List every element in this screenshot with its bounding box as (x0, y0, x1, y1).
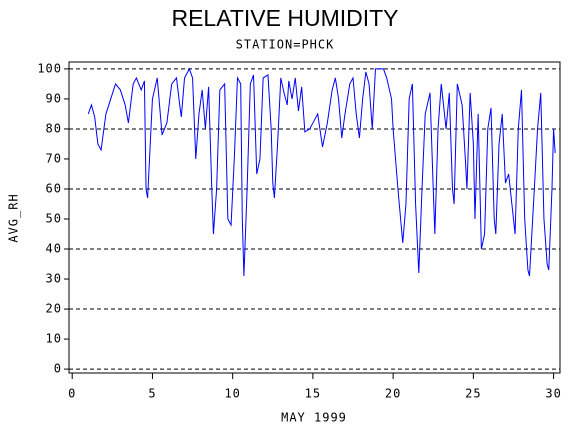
y-axis-label: AVG_RH (7, 193, 21, 242)
y-tick-label: 60 (46, 181, 62, 195)
y-tick-label: 40 (46, 242, 62, 256)
y-tick-label: 50 (46, 212, 62, 226)
x-tick-label: 30 (545, 387, 561, 401)
x-tick-label: 20 (385, 387, 401, 401)
x-tick-label: 5 (148, 387, 156, 401)
chart-title: RELATIVE HUMIDITY (171, 5, 398, 31)
chart-subtitle: STATION=PHCK (236, 38, 335, 52)
x-tick-label: 0 (68, 387, 76, 401)
data-line (87, 67, 556, 277)
y-tick-label: 70 (46, 151, 62, 165)
y-tick-label: 80 (46, 121, 62, 135)
x-tick-label: 25 (465, 387, 481, 401)
y-tick-label: 20 (46, 302, 62, 316)
y-tick-label: 30 (46, 272, 62, 286)
y-tick-label: 100 (37, 61, 62, 75)
y-tick-label: 0 (54, 362, 62, 376)
x-tick-label: 15 (305, 387, 321, 401)
plot-frame (68, 61, 561, 374)
y-tick-label: 10 (46, 332, 62, 346)
y-tick-label: 90 (46, 91, 62, 105)
x-axis-label: MAY 1999 (281, 411, 347, 425)
x-tick-label: 10 (224, 387, 240, 401)
